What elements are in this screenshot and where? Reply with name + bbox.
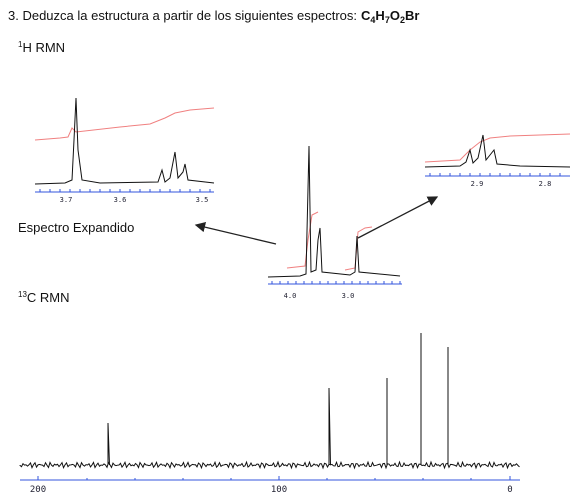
tick-label: 3.6 [114, 196, 127, 204]
tick-label: 3.0 [342, 292, 355, 300]
tick-label: 200 [30, 485, 46, 495]
tick-label: 100 [271, 485, 287, 495]
c-spectrum [19, 333, 520, 481]
h-nmr-label: 1H RMN [18, 40, 65, 55]
tick-label: 3.7 [60, 196, 73, 204]
tick-label: 2.9 [471, 180, 484, 188]
question-title: 3. Deduzca la estructura a partir de los… [8, 8, 419, 25]
tick-label: 4.0 [284, 292, 297, 300]
c-nmr-label: 13C RMN [18, 290, 70, 305]
left-expanded-spectrum [34, 97, 215, 193]
right-expanded-spectrum [424, 133, 571, 177]
arrow [357, 196, 439, 239]
baseline-noise [19, 460, 520, 470]
main-h-spectrum [267, 145, 402, 285]
expanded-label: Espectro Expandido [18, 220, 134, 235]
tick-label: 0 [507, 485, 512, 495]
tick-label: 3.5 [196, 196, 209, 204]
arrow [194, 222, 277, 245]
tick-label: 2.8 [539, 180, 552, 188]
